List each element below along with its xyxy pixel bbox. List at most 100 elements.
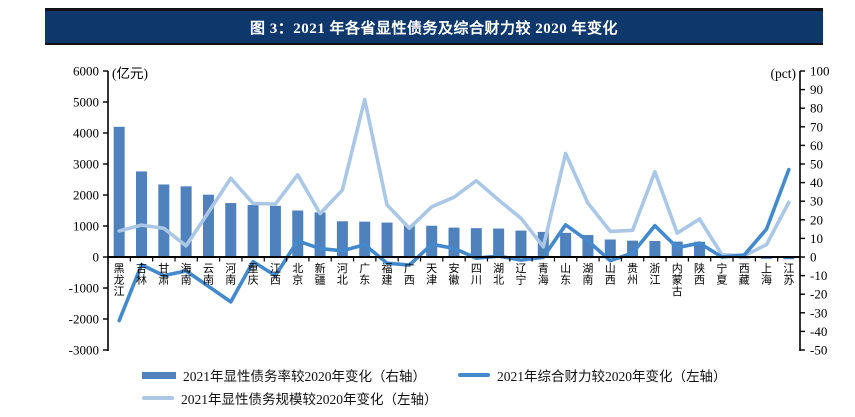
category-label: 内蒙古 (672, 261, 683, 298)
category-label: 山东 (560, 262, 571, 287)
bar (515, 230, 527, 257)
category-label: 辽宁 (515, 262, 526, 287)
right-axis-tick-label: 100 (810, 64, 830, 79)
right-axis-tick-label: 10 (810, 231, 823, 246)
left-axis-tick-label: -3000 (69, 343, 99, 358)
bar (470, 228, 482, 257)
combo-chart: 6000500040003000200010000-1000-2000-3000… (69, 64, 830, 358)
category-label: 云南 (203, 263, 214, 287)
category-label: 青海 (538, 262, 549, 287)
right-axis-tick-label: -40 (810, 324, 827, 339)
legend-label: 2021年显性债务规模较2020年变化（左轴） (181, 392, 438, 407)
bar (403, 225, 415, 257)
right-axis-tick-label: 20 (810, 212, 823, 227)
bar (783, 257, 795, 260)
bar (426, 225, 438, 257)
category-label: 上海 (761, 262, 772, 287)
right-axis-tick-label: -20 (810, 287, 827, 302)
category-label: 宁夏 (716, 261, 727, 287)
right-axis-tick-label: -50 (810, 343, 827, 358)
figure-title-bar: 图 3：2021 年各省显性债务及综合财力较 2020 年变化 (45, 8, 823, 45)
category-label: 北京 (292, 262, 303, 287)
left-axis-tick-label: 4000 (73, 126, 99, 141)
left-axis-tick-label: 3000 (73, 157, 99, 172)
category-label: 福建 (382, 261, 393, 287)
right-axis-tick-label: -30 (810, 305, 827, 320)
left-axis-unit-label: (亿元) (112, 66, 148, 81)
category-label: 四川 (471, 263, 482, 287)
category-label: 浙江 (649, 262, 660, 287)
bar (336, 221, 348, 257)
category-label: 吉林 (136, 262, 147, 287)
category-label: 重庆 (248, 261, 259, 287)
left-axis-tick-label: 5000 (73, 95, 99, 110)
right-axis-tick-label: 50 (810, 157, 823, 172)
right-axis-tick-label: 90 (810, 82, 823, 97)
category-label: 广西 (404, 262, 415, 287)
category-label: 湖北 (493, 262, 504, 287)
bar (314, 212, 326, 257)
category-label: 广东 (359, 262, 370, 287)
fiscal-capacity-line (117, 167, 791, 323)
right-axis-tick-label: 60 (810, 138, 823, 153)
bar (627, 240, 639, 257)
left-axis-tick-label: 0 (93, 250, 100, 265)
right-axis-tick-label: -10 (810, 268, 827, 283)
category-label: 西藏 (739, 263, 750, 287)
bar (560, 232, 572, 257)
bar (448, 227, 460, 257)
right-axis-unit-label: (pct) (771, 66, 796, 81)
bar (604, 239, 616, 257)
category-label: 黑龙江 (114, 262, 125, 298)
category-label: 湖南 (582, 262, 593, 287)
category-label: 江西 (270, 262, 281, 287)
bar (247, 204, 259, 257)
right-axis-tick-label: 30 (810, 194, 823, 209)
category-label: 安徽 (449, 261, 460, 287)
line-series-swatch-icon (142, 396, 174, 400)
figure-title: 图 3：2021 年各省显性债务及综合财力较 2020 年变化 (249, 20, 618, 37)
bar (292, 210, 304, 257)
legend-item-debt-ratio: 2021年显性债务率较2020年变化（右轴） (142, 365, 426, 385)
bar (694, 241, 706, 257)
category-label: 天津 (426, 263, 437, 287)
category-label: 甘肃 (158, 262, 169, 287)
bar (582, 235, 594, 257)
category-label: 陕西 (694, 261, 705, 287)
right-axis-tick-label: 0 (810, 250, 817, 265)
bar (649, 241, 661, 257)
bar (180, 186, 192, 257)
bar (158, 184, 170, 257)
legend-item-debt-scale: 2021年显性债务规模较2020年变化（左轴） (142, 388, 438, 408)
category-label: 河南 (225, 262, 236, 287)
category-label: 山西 (605, 262, 616, 287)
left-axis-tick-label: -2000 (69, 312, 99, 327)
category-label: 河北 (337, 262, 348, 287)
legend-label: 2021年综合财力较2020年变化（左轴） (497, 369, 727, 384)
category-label: 江苏 (783, 262, 794, 287)
bar (113, 126, 125, 257)
category-label: 贵州 (627, 262, 638, 287)
left-axis-tick-label: 2000 (73, 188, 99, 203)
bar (225, 203, 237, 257)
category-label: 新疆 (315, 261, 326, 287)
line-series-swatch-icon (458, 373, 490, 377)
bar (202, 194, 214, 257)
bar (359, 221, 371, 257)
bar (269, 205, 281, 257)
right-axis-tick-label: 70 (810, 119, 823, 134)
category-label: 海南 (181, 261, 192, 287)
right-axis-tick-label: 80 (810, 101, 823, 116)
left-axis-tick-label: 6000 (73, 64, 99, 79)
bar (493, 228, 505, 257)
legend-label: 2021年显性债务率较2020年变化（右轴） (183, 369, 426, 384)
debt-scale-line (117, 97, 791, 258)
bar (135, 171, 147, 257)
bar (381, 222, 393, 257)
right-axis-tick-label: 40 (810, 175, 823, 190)
legend-item-fiscal-capacity: 2021年综合财力较2020年变化（左轴） (458, 365, 727, 385)
bar-series-swatch-icon (142, 371, 176, 379)
left-axis-tick-label: -1000 (69, 281, 99, 296)
left-axis-tick-label: 1000 (73, 219, 99, 234)
